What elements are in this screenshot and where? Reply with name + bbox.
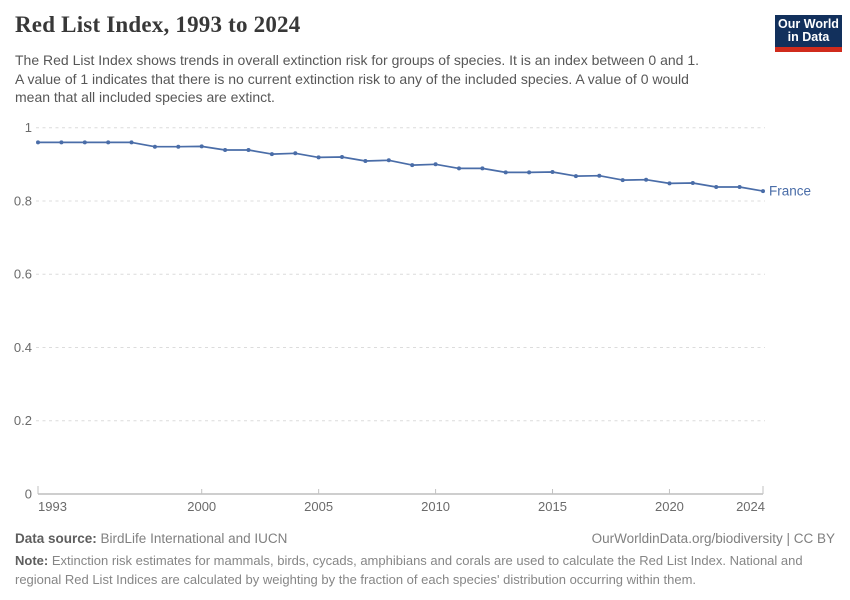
data-point[interactable] [82, 140, 87, 145]
data-point[interactable] [106, 140, 111, 145]
data-source: Data source: BirdLife International and … [15, 531, 287, 546]
subtitle-line: The Red List Index shows trends in overa… [15, 52, 700, 68]
data-point[interactable] [644, 177, 649, 182]
x-axis-tick-label: 2020 [655, 499, 684, 514]
y-axis: 0 0.2 0.4 0.6 0.8 1 [14, 120, 765, 502]
note-line: regional Red List Indices are calculated… [15, 572, 697, 587]
series-line[interactable] [38, 141, 764, 192]
x-axis-tick-label: 2000 [187, 499, 216, 514]
y-axis-tick-label: 0.6 [14, 267, 32, 282]
y-axis-tick-label: 1 [25, 120, 32, 135]
x-axis: 1993 2000 2005 2010 2015 2020 2024 [37, 486, 765, 514]
data-source-value: BirdLife International and IUCN [100, 531, 288, 546]
y-axis-tick-label: 0.2 [14, 413, 32, 428]
data-point[interactable] [36, 140, 40, 145]
data-point[interactable] [152, 144, 157, 149]
data-source-label: Data source: [15, 531, 97, 546]
data-point[interactable] [293, 151, 298, 156]
data-point[interactable] [129, 140, 134, 145]
y-axis-tick-label: 0.4 [14, 340, 32, 355]
owid-logo-text: in Data [787, 30, 830, 44]
data-point[interactable] [246, 148, 251, 152]
data-point[interactable] [714, 185, 719, 189]
data-point[interactable] [573, 174, 578, 179]
x-axis-tick-label: 2015 [538, 499, 567, 514]
data-point[interactable] [527, 170, 532, 175]
note-line: Note: Extinction risk estimates for mamm… [15, 551, 803, 570]
line-chart: 0 0.2 0.4 0.6 0.8 1 1993 2000 2005 2010 2015 2020 20… [14, 120, 811, 514]
page-title: Red List Index, 1993 to 2024 [15, 12, 301, 37]
note-label: Note: [15, 553, 49, 568]
y-axis-tick-label: 0.8 [14, 193, 32, 208]
note-text: Extinction risk estimates for mammals, b… [51, 553, 803, 568]
data-point[interactable] [690, 181, 695, 185]
x-axis-tick-label: 1993 [38, 499, 67, 514]
data-point[interactable] [340, 155, 344, 159]
data-point[interactable] [386, 158, 391, 163]
data-point[interactable] [620, 178, 625, 183]
data-point[interactable] [199, 144, 204, 149]
subtitle-line: A value of 1 indicates that there is no … [15, 70, 689, 87]
data-point[interactable] [737, 185, 742, 189]
x-axis-tick-label: 2010 [421, 499, 450, 514]
data-point[interactable] [667, 181, 672, 186]
series-france[interactable]: France [36, 140, 811, 199]
x-axis-tick-label: 2024 [736, 499, 765, 514]
owid-logo[interactable]: Our World in Data [775, 15, 842, 52]
data-point[interactable] [269, 152, 274, 157]
data-point[interactable] [503, 170, 508, 175]
y-axis-tick-label: 0 [25, 487, 32, 502]
data-point[interactable] [480, 166, 485, 171]
data-point[interactable] [761, 189, 765, 194]
data-point[interactable] [316, 155, 321, 160]
data-point[interactable] [410, 163, 415, 168]
owid-logo-text: Our World [778, 16, 839, 31]
x-axis-tick-label: 2005 [304, 499, 333, 514]
data-point[interactable] [59, 140, 64, 145]
chart-note: Note: Extinction risk estimates for mamm… [15, 551, 803, 589]
subtitle-line: mean that all included species are extin… [15, 89, 275, 105]
data-point[interactable] [433, 162, 438, 167]
attribution: OurWorldinData.org/biodiversity | CC BY [591, 531, 835, 546]
data-point[interactable] [363, 159, 368, 163]
data-point[interactable] [223, 148, 228, 152]
data-point[interactable] [176, 144, 181, 149]
data-point[interactable] [597, 173, 602, 178]
data-point[interactable] [457, 166, 461, 171]
chart-subtitle: The Red List Index shows trends in overa… [15, 51, 699, 107]
series-entity-label[interactable]: France [769, 184, 811, 199]
data-point[interactable] [550, 170, 555, 174]
